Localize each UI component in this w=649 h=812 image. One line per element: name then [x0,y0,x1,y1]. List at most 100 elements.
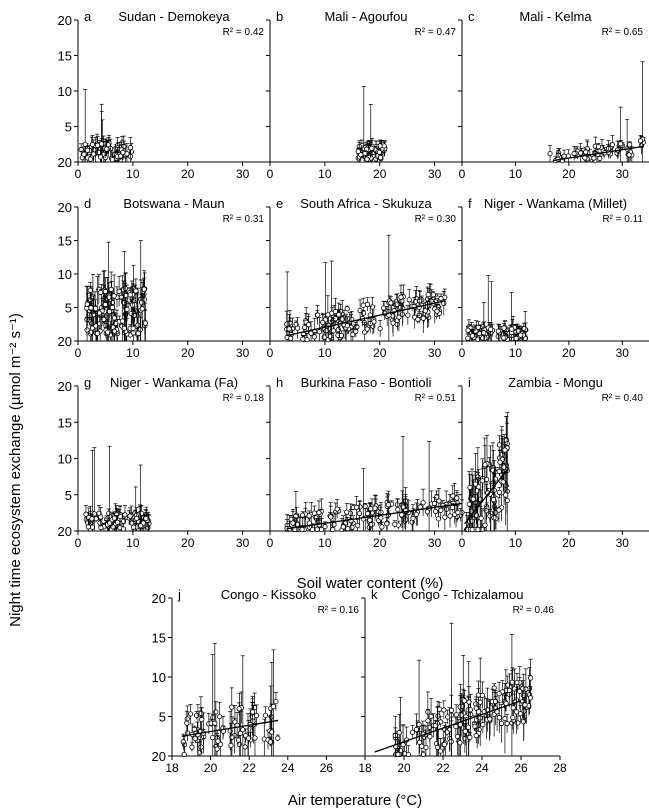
data-point [210,734,216,741]
data-point [344,306,350,312]
panel-title: Mali - Agoufou [324,9,407,24]
data-point [496,442,503,448]
data-point [413,511,419,517]
data-point [425,291,431,298]
data-point [478,515,484,521]
x-tick-label: 30 [236,536,250,550]
data-point [355,148,361,154]
x-tick-label: 26 [320,761,334,775]
panel-e: 0 10 20 30 e South Africa - Skukuza R² = 0.30 [266,196,462,360]
x-tick-label: 20 [181,167,195,181]
data-point [299,526,305,533]
data-point [315,312,321,318]
data-point [455,509,461,516]
data-point [488,326,494,332]
data-point [396,730,402,736]
panel-letter: h [276,375,283,390]
data-point [252,735,258,741]
data-point [142,320,149,326]
data-point [228,742,234,748]
data-point [109,157,116,163]
panel-b: 0 10 20 30 b Mali - Agoufou R² = 0.47 [266,9,462,181]
data-point [561,153,567,159]
y-tick-label: 5 [65,301,72,316]
data-point [501,325,507,331]
data-point [84,147,91,153]
data-point [90,151,97,157]
data-point [127,513,133,519]
fit-line [286,502,463,530]
data-point [466,699,472,705]
r-squared-label: R² = 0.30 [415,214,457,225]
panel-f: 0 10 20 30 f Niger - Wankama (Millet) R² = 0.1… [458,196,649,360]
panel-title: Niger - Wankama (Millet) [484,196,627,211]
x-tick-label: 10 [126,346,140,360]
data-point [496,507,502,513]
data-point [184,716,190,722]
data-point [467,484,473,491]
data-point [501,335,507,341]
x-tick-label: 30 [616,167,630,181]
y-tick-label: 10 [58,452,72,467]
data-point [299,512,306,518]
data-point [364,326,370,332]
data-point [328,333,334,340]
data-point [114,519,121,525]
data-point [353,328,359,335]
data-point [134,515,140,522]
x-tick-label: 0 [75,536,82,550]
data-point [236,706,242,712]
y-tick-label: 20 [152,749,166,764]
data-point [376,149,383,155]
data-point [293,513,299,519]
data-point [475,474,481,480]
y-tick-label: 20 [152,591,166,606]
data-point [217,714,223,720]
data-point [369,304,376,310]
data-point [637,138,644,144]
data-point [135,330,141,336]
x-tick-label: 0 [267,167,274,181]
data-point [424,509,431,515]
x-tick-label: 10 [126,536,140,550]
data-point [235,737,242,743]
data-point [229,704,235,710]
data-point [436,498,442,504]
data-point [595,144,602,150]
data-point [521,708,527,714]
data-point [120,526,127,532]
data-point [487,716,493,722]
panel-title: South Africa - Skukuza [300,196,432,211]
x-tick-label: 0 [267,536,274,550]
data-point [98,289,104,295]
x-tick-label: 30 [616,346,630,360]
y-axis-label: Night time ecosystem exchange (µmol m⁻² … [7,313,24,627]
data-point [491,515,497,521]
y-tick-label: 5 [65,488,72,503]
data-point [496,715,502,721]
x-tick-label: 10 [318,167,332,181]
data-point [88,329,95,335]
data-point [498,720,505,727]
data-point [311,510,318,516]
data-point [87,156,94,162]
data-point [78,146,84,153]
data-point [290,520,296,526]
x-tick-label: 20 [373,346,387,360]
data-point [502,716,508,722]
r-squared-label: R² = 0.11 [602,214,643,225]
r-squared-label: R² = 0.16 [318,605,360,616]
panel-g: 0 10 20 30 20 5 10 15 20 g Niger - Wankama (Fa) R² … [58,375,270,550]
r-squared-label: R² = 0.46 [513,605,555,616]
data-point [180,739,186,745]
y-tick-label: 20 [58,200,72,215]
data-point [444,729,450,735]
data-point [497,459,503,465]
data-point [368,506,374,512]
data-point [626,152,632,158]
data-point [513,335,519,342]
data-point [495,328,501,334]
data-point [345,526,351,532]
data-point [500,479,506,485]
x-tick-label: 20 [204,761,218,775]
